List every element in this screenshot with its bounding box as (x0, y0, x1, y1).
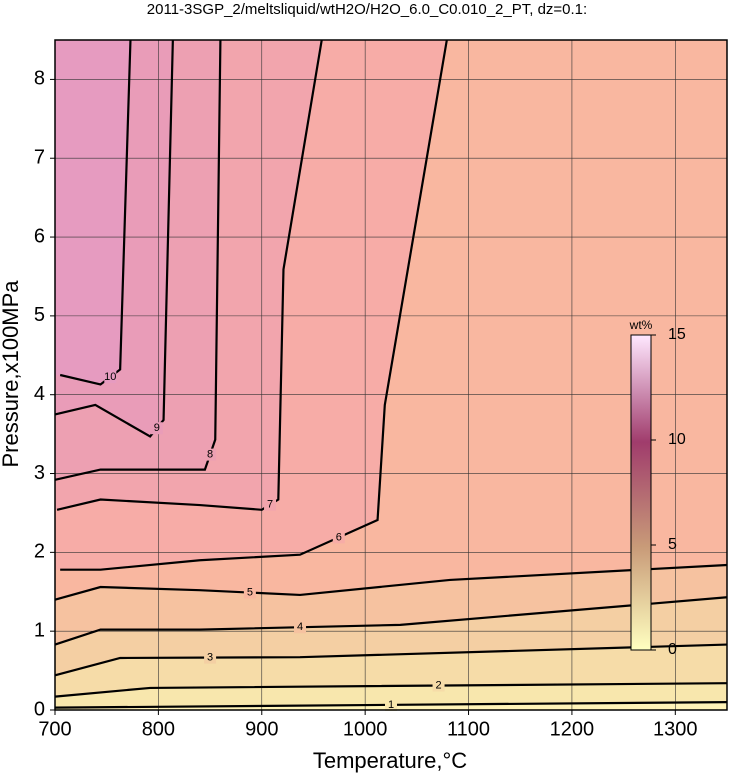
contour-line (56, 39, 323, 511)
contour-line (54, 39, 174, 438)
contour-label-bg (385, 698, 397, 711)
x-tick-label: 900 (245, 718, 278, 740)
contour-label: 2 (435, 679, 441, 691)
contour-label: 5 (247, 586, 253, 598)
chart-title: 2011-3SGP_2/meltsliquid/wtH2O/H2O_6.0_C0… (147, 1, 587, 18)
colorbar-label: wt% (629, 318, 653, 332)
x-tick-label: 1200 (550, 718, 595, 740)
x-tick-label: 1300 (653, 718, 698, 740)
contour-label-bg (332, 531, 345, 544)
y-tick-label: 7 (34, 147, 45, 169)
contour-label-bg (204, 651, 217, 664)
y-tick-label: 6 (34, 225, 45, 247)
contour-label: 4 (297, 621, 303, 633)
contour-line (60, 39, 448, 571)
contour-line (54, 39, 222, 481)
plot-frame (54, 39, 728, 711)
contour-label-bg (432, 679, 445, 692)
y-tick-label: 4 (34, 383, 45, 405)
contour-fill (55, 40, 131, 385)
x-tick-label: 800 (142, 718, 175, 740)
colorbar-tick-label: 15 (668, 326, 686, 343)
contour-label: 1 (388, 699, 394, 711)
y-tick-label: 8 (34, 68, 45, 90)
contour-line (54, 596, 728, 646)
contour-label: 10 (104, 371, 116, 383)
colorbar-tick-label: 5 (668, 536, 677, 553)
x-axis-label: Temperature,°C (313, 748, 467, 773)
y-axis-label: Pressure,x100MPa (0, 280, 23, 468)
colorbar-tick-label: 10 (668, 431, 686, 448)
contour-label: 7 (267, 499, 273, 511)
y-tick-label: 5 (34, 304, 45, 326)
contour-label: 8 (207, 449, 213, 461)
contour-label-bg (243, 586, 256, 599)
x-tick-label: 700 (38, 718, 71, 740)
contour-label: 6 (336, 531, 342, 543)
colorbar-tick-label: 0 (668, 641, 677, 658)
y-tick-label: 0 (34, 698, 45, 720)
y-tick-label: 2 (34, 541, 45, 563)
contour-label: 9 (154, 422, 160, 434)
contour-label: 3 (207, 651, 213, 663)
contour-label-bg (150, 422, 163, 435)
x-tick-label: 1000 (343, 718, 388, 740)
x-tick-label: 1100 (447, 718, 490, 740)
contour-label-bg (264, 498, 277, 511)
y-tick-label: 1 (34, 619, 45, 641)
colorbar (630, 334, 652, 651)
contour-line (54, 682, 728, 698)
contour-label-bg (294, 621, 307, 634)
y-tick-label: 3 (34, 462, 45, 484)
contour-label-bg (204, 448, 217, 461)
contour-label-bg (104, 370, 117, 383)
